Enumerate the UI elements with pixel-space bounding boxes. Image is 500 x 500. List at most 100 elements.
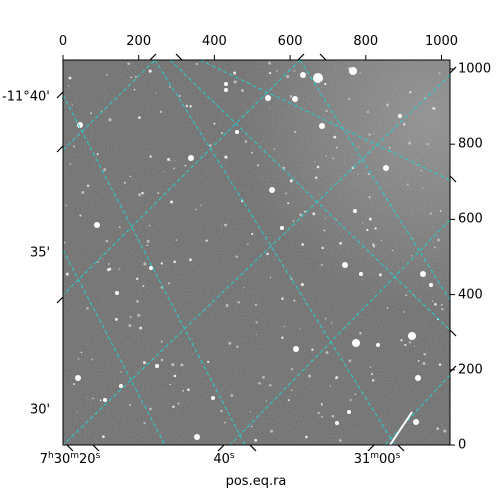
faint-star — [173, 167, 176, 170]
faint-star — [270, 429, 273, 433]
faint-star — [286, 75, 290, 79]
star — [115, 291, 119, 295]
star — [408, 332, 416, 340]
star — [292, 96, 298, 102]
faint-star — [255, 334, 257, 336]
star — [429, 283, 433, 287]
faint-star — [148, 69, 152, 73]
faint-star — [195, 62, 198, 66]
x-axis-label: pos.eq.ra — [225, 474, 287, 489]
star — [352, 339, 360, 347]
faint-star — [368, 133, 371, 136]
faint-star — [426, 142, 429, 146]
faint-star — [400, 339, 403, 342]
faint-star — [146, 244, 149, 247]
faint-star — [177, 402, 180, 405]
top-tick-label: 400 — [201, 34, 227, 49]
ra-tick-label: 40s — [213, 451, 235, 467]
faint-star — [160, 358, 164, 362]
faint-star — [367, 172, 371, 176]
faint-star — [305, 435, 308, 439]
faint-star — [105, 239, 109, 243]
faint-star — [325, 109, 328, 113]
faint-star — [224, 421, 226, 424]
faint-star — [290, 389, 293, 392]
faint-star — [330, 385, 332, 387]
faint-star — [128, 324, 132, 328]
faint-star — [195, 208, 197, 211]
faint-star — [185, 104, 189, 108]
faint-star — [224, 155, 228, 159]
star — [194, 434, 200, 440]
faint-star — [139, 326, 143, 330]
faint-star — [96, 153, 99, 156]
faint-star — [72, 145, 76, 148]
faint-star — [262, 376, 265, 379]
right-tick-label: 400 — [458, 287, 483, 303]
faint-star — [236, 345, 239, 349]
faint-star — [323, 229, 326, 232]
faint-star — [301, 243, 304, 246]
faint-star — [378, 273, 382, 277]
plot-frame — [62, 59, 451, 446]
faint-star — [290, 368, 294, 371]
faint-star — [129, 404, 131, 406]
faint-star — [321, 246, 324, 250]
faint-star — [373, 132, 375, 134]
faint-star — [129, 175, 131, 178]
faint-star — [244, 140, 248, 143]
faint-star — [324, 318, 327, 320]
ra-tick-label: 31m00s — [353, 451, 401, 467]
faint-star — [325, 155, 327, 157]
faint-star — [312, 212, 316, 216]
faint-star — [283, 325, 285, 328]
faint-star — [149, 407, 152, 411]
star — [359, 272, 363, 276]
faint-star — [237, 301, 241, 304]
faint-star — [135, 76, 137, 78]
top-tick-label: 200 — [126, 34, 152, 49]
faint-star — [68, 85, 70, 87]
right-tick-label: 200 — [458, 362, 483, 378]
faint-star — [269, 276, 272, 278]
star-field — [63, 61, 447, 442]
faint-star — [347, 97, 351, 101]
faint-star — [255, 321, 258, 324]
faint-star — [80, 351, 83, 354]
faint-star — [335, 376, 339, 379]
faint-star — [138, 116, 141, 120]
star — [188, 155, 194, 161]
faint-star — [166, 157, 171, 162]
faint-star — [359, 72, 361, 74]
faint-star — [208, 144, 212, 147]
faint-star — [374, 227, 377, 230]
faint-star — [349, 398, 352, 402]
faint-star — [368, 217, 372, 221]
faint-star — [224, 223, 227, 227]
faint-star — [155, 92, 157, 94]
faint-star — [380, 239, 382, 241]
faint-star — [169, 384, 171, 386]
faint-star — [159, 110, 163, 114]
faint-star — [233, 80, 237, 84]
faint-star — [366, 228, 369, 232]
faint-star — [320, 415, 323, 418]
faint-star — [178, 95, 181, 97]
faint-star — [91, 358, 94, 361]
faint-star — [69, 163, 72, 166]
dec-tick-label: 30' — [30, 402, 51, 418]
faint-star — [254, 438, 258, 442]
faint-star — [369, 366, 372, 368]
faint-star — [86, 184, 90, 187]
faint-star — [143, 421, 146, 425]
faint-star — [422, 187, 424, 189]
faint-star — [315, 176, 318, 179]
faint-star — [403, 123, 406, 126]
faint-star — [436, 427, 439, 430]
faint-star — [268, 61, 271, 65]
faint-star — [366, 110, 370, 114]
faint-star — [108, 118, 112, 122]
faint-star — [141, 191, 144, 195]
faint-star — [431, 300, 434, 302]
faint-star — [317, 411, 320, 415]
